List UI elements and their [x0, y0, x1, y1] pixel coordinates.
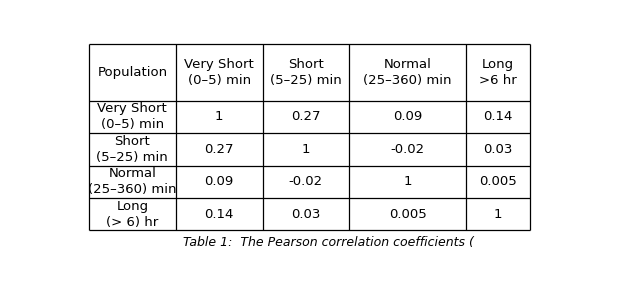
Text: 0.03: 0.03: [483, 143, 513, 156]
Text: 0.09: 0.09: [205, 175, 234, 188]
Text: Normal
(25–360) min: Normal (25–360) min: [364, 58, 452, 87]
Text: 0.14: 0.14: [204, 208, 234, 221]
Text: 0.14: 0.14: [483, 110, 513, 124]
Text: 0.09: 0.09: [393, 110, 422, 124]
Text: 0.005: 0.005: [479, 175, 517, 188]
Text: 1: 1: [215, 110, 223, 124]
Text: Long
(> 6) hr: Long (> 6) hr: [106, 200, 159, 229]
Text: -0.02: -0.02: [289, 175, 323, 188]
Text: 1: 1: [494, 208, 502, 221]
Text: -0.02: -0.02: [390, 143, 425, 156]
Text: 1: 1: [301, 143, 310, 156]
Text: Table 1:  The Pearson correlation coefficients (: Table 1: The Pearson correlation coeffic…: [182, 236, 474, 249]
Text: Population: Population: [97, 66, 168, 79]
Text: 0.27: 0.27: [204, 143, 234, 156]
Text: Normal
(25–360) min: Normal (25–360) min: [88, 167, 177, 196]
Text: 0.03: 0.03: [291, 208, 321, 221]
Text: Very Short
(0–5) min: Very Short (0–5) min: [97, 103, 167, 131]
Text: Short
(5–25) min: Short (5–25) min: [270, 58, 342, 87]
Text: 0.005: 0.005: [388, 208, 426, 221]
Text: 0.27: 0.27: [291, 110, 321, 124]
Text: Long
>6 hr: Long >6 hr: [479, 58, 517, 87]
Text: 1: 1: [403, 175, 412, 188]
Text: Short
(5–25) min: Short (5–25) min: [97, 135, 168, 164]
Text: Very Short
(0–5) min: Very Short (0–5) min: [184, 58, 254, 87]
